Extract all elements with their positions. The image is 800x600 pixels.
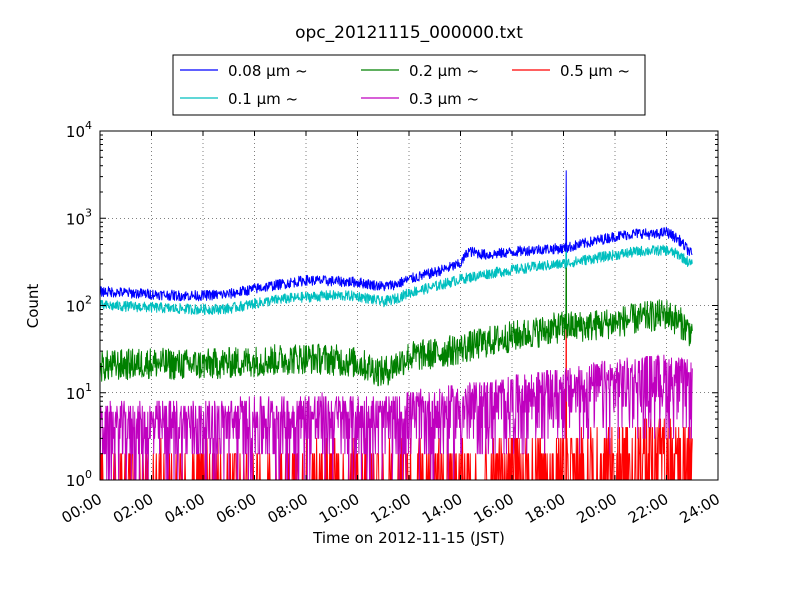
chart-title: opc_20121115_000000.txt <box>295 23 523 43</box>
legend-label: 0.08 μm ~ <box>228 62 308 80</box>
legend-label: 0.2 μm ~ <box>409 62 479 80</box>
series-line <box>99 210 693 387</box>
x-tick-label: 22:00 <box>625 490 671 527</box>
series-line <box>99 196 693 315</box>
y-tick-label: 103 <box>66 206 92 228</box>
y-tick-label: 101 <box>66 381 92 403</box>
x-axis-label: Time on 2012-11-15 (JST) <box>312 529 505 547</box>
legend: 0.08 μm ~ 0.1 μm ~ 0.2 μm ~ 0.3 μm ~ 0.5 μm … <box>172 54 646 116</box>
x-tick-labels: 00:00 02:00 04:00 06:00 08:00 10:00 12:00 14:00… <box>59 490 723 527</box>
legend-label: 0.5 μm ~ <box>560 62 630 80</box>
legend-label: 0.3 μm ~ <box>409 90 479 108</box>
y-axis-label: Count <box>24 284 42 329</box>
legend-label: 0.1 μm ~ <box>228 90 298 108</box>
y-tick-label: 100 <box>66 468 92 490</box>
x-tick-label: 24:00 <box>677 490 723 527</box>
x-tick-label: 08:00 <box>265 490 311 527</box>
y-tick-label: 104 <box>66 119 92 141</box>
y-tick-label: 102 <box>66 294 92 316</box>
x-tick-label: 20:00 <box>574 490 620 527</box>
y-tick-labels: 100 101 102 103 104 <box>66 119 92 490</box>
x-tick-label: 14:00 <box>419 490 465 527</box>
legend-box <box>172 54 646 116</box>
x-tick-label: 12:00 <box>368 490 414 527</box>
plot-series <box>99 170 693 481</box>
x-tick-label: 10:00 <box>316 490 362 527</box>
x-tick-label: 00:00 <box>59 490 105 527</box>
grid-lines <box>100 131 718 480</box>
series-line <box>99 354 693 481</box>
x-tick-label: 18:00 <box>522 490 568 527</box>
x-tick-label: 16:00 <box>471 490 517 527</box>
axis-ticks <box>99 130 719 481</box>
x-tick-label: 06:00 <box>213 490 259 527</box>
series-line <box>99 170 693 302</box>
x-tick-label: 02:00 <box>110 490 156 527</box>
x-tick-label: 04:00 <box>162 490 208 527</box>
